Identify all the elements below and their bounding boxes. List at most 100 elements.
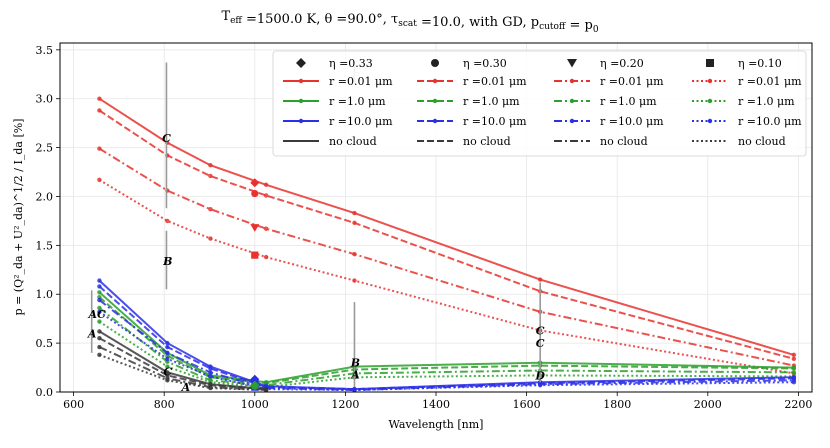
legend-dot-3-0 (707, 78, 713, 84)
chart-title: Teff =1500.0 K, θ =90.0°, τscat =10.0, w… (221, 9, 598, 35)
y-tick-label-2: 1.0 (36, 288, 54, 301)
legend-label-1-0: r =0.01 μm (463, 75, 527, 88)
series-point-10-1 (165, 350, 170, 356)
legend-marker-3 (706, 59, 714, 67)
series-point-4-0 (97, 290, 102, 295)
annotation-7: A (350, 368, 360, 381)
series-point-0-4 (352, 210, 357, 216)
marker-1000nm-2 (250, 224, 260, 232)
annotation-8: C (536, 324, 545, 337)
y-tick-label-5: 2.5 (36, 142, 54, 155)
legend-label-3-0: r =0.01 μm (738, 75, 802, 88)
legend-label-2-3: no cloud (600, 135, 648, 148)
series-point-0-3 (263, 182, 269, 187)
series-point-8-1 (165, 340, 170, 346)
y-tick-label-1: 0.5 (36, 337, 54, 350)
axis-ticks: 600 800 1000 1200 1400 1600 1800 2000 2200 0.0 0.5… (36, 44, 813, 411)
legend-label-2-1: r =1.0 μm (600, 95, 657, 108)
series-point-6-6 (791, 370, 797, 375)
x-axis-label: Wavelength [nm] (389, 418, 484, 431)
legend-label-0-2: r =10.0 μm (329, 115, 393, 128)
series-point-14-0 (97, 344, 102, 350)
marker-1000nm-0 (250, 178, 260, 188)
annotation-9: C (536, 337, 545, 350)
series-point-2-3 (263, 226, 269, 231)
series-point-11-5 (537, 382, 543, 388)
y-tick-label-6: 3.0 (36, 93, 54, 106)
legend-dot-2-2 (569, 118, 575, 124)
series-point-11-1 (165, 356, 170, 361)
series-point-0-0 (97, 96, 102, 101)
legend-dot-0-0 (298, 78, 304, 84)
marker-1000nm-1 (251, 189, 259, 198)
legend-marker-0 (296, 58, 306, 68)
legend-dot-1-1 (432, 98, 438, 104)
series-line-12 (98, 330, 267, 391)
legend-label-2-0: r =0.01 μm (600, 75, 664, 88)
series-point-11-2 (208, 374, 213, 379)
y-tick-label-0: 0.0 (36, 386, 54, 399)
series-point-15-3 (263, 387, 269, 393)
series-point-1-6 (791, 356, 797, 361)
x-tick-label-7: 2000 (694, 398, 722, 411)
series-point-5-6 (791, 366, 797, 371)
series-point-3-0 (97, 177, 102, 183)
series-point-3-3 (263, 254, 269, 260)
legend-eta-1: η =0.30 (463, 57, 507, 70)
series-point-15-2 (208, 385, 213, 391)
series-point-0-5 (537, 277, 543, 282)
legend-dot-2-0 (569, 78, 575, 84)
series-point-0-6 (791, 352, 797, 358)
series-point-6-0 (97, 305, 102, 311)
annotation-10: D (534, 369, 545, 382)
x-tick-label-2: 1000 (241, 398, 269, 411)
legend-dot-0-2 (298, 118, 304, 124)
series-point-1-0 (97, 108, 102, 113)
legend-label-1-1: r =1.0 μm (463, 95, 520, 108)
series-point-2-4 (352, 251, 357, 257)
legend-dot-1-2 (432, 118, 438, 124)
legend: η =0.33 r =0.01 μm r =1.0 μm r =10.0 μm no c… (272, 50, 807, 157)
x-tick-label-4: 1400 (422, 398, 450, 411)
series-point-1-4 (352, 220, 357, 226)
annotation-6: B (350, 357, 360, 370)
legend-eta-3: η =0.10 (738, 57, 782, 70)
x-tick-label-3: 1200 (331, 398, 359, 411)
series-point-7-1 (165, 364, 170, 369)
legend-marker-2 (567, 59, 577, 68)
series-point-15-0 (97, 352, 102, 358)
series-point-7-0 (97, 319, 102, 324)
series-point-12-0 (97, 329, 102, 334)
legend-eta-2: η =0.20 (600, 57, 644, 70)
legend-label-2-2: r =10.0 μm (600, 115, 664, 128)
series-point-11-6 (791, 380, 797, 385)
series-point-9-1 (165, 344, 170, 350)
series-point-9-2 (208, 366, 213, 371)
x-tick-label-8: 2200 (784, 398, 812, 411)
series-point-10-2 (208, 370, 213, 375)
series-point-9-0 (97, 284, 102, 289)
marker-1000nm-9 (251, 382, 259, 390)
legend-dot-3-2 (707, 118, 713, 124)
y-axis-label: p = (Q²_da + U²_da)^1/2 / I_da [%] (12, 119, 25, 316)
series-point-3-2 (208, 236, 213, 241)
x-tick-label-1: 800 (154, 398, 175, 411)
series-point-3-4 (352, 278, 357, 283)
series-point-10-0 (97, 297, 102, 303)
data-markers (250, 178, 260, 391)
y-tick-label-4: 2.0 (36, 190, 54, 203)
legend-label-1-2: r =10.0 μm (463, 115, 527, 128)
legend-label-1-3: no cloud (463, 135, 511, 148)
series-point-2-2 (208, 206, 213, 212)
legend-label-3-3: no cloud (738, 135, 786, 148)
x-tick-label-5: 1600 (513, 398, 541, 411)
legend-label-0-0: r =0.01 μm (329, 75, 393, 88)
legend-eta-0: η =0.33 (329, 57, 373, 70)
series-point-8-0 (97, 278, 102, 283)
annotation-1: B (162, 255, 172, 268)
marker-1000nm-3 (251, 251, 259, 259)
legend-label-0-3: no cloud (329, 135, 377, 148)
x-tick-label-0: 600 (63, 398, 84, 411)
series-point-3-1 (165, 218, 170, 224)
